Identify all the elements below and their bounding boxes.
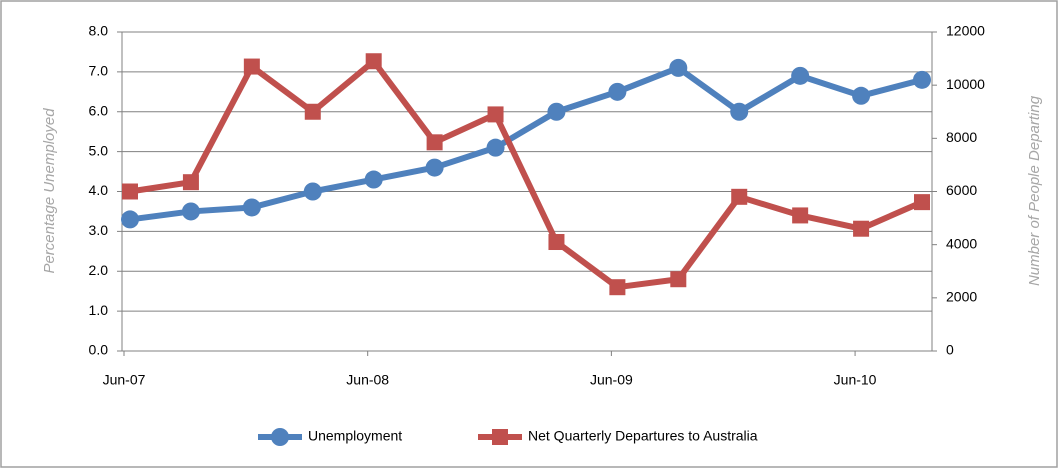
marker xyxy=(670,271,687,288)
marker xyxy=(730,102,749,121)
marker xyxy=(914,194,930,211)
x-tick-label: Jun-07 xyxy=(103,372,146,388)
marker xyxy=(609,279,626,296)
marker xyxy=(852,86,871,105)
y-tick-label: 2.0 xyxy=(89,262,109,278)
y2-tick-label: 12000 xyxy=(946,23,985,39)
marker xyxy=(487,106,504,123)
marker xyxy=(243,58,260,75)
legend-label: Net Quarterly Departures to Australia xyxy=(528,428,758,444)
marker xyxy=(181,202,200,221)
marker xyxy=(304,103,321,120)
y2-tick-label: 0 xyxy=(946,342,954,358)
marker xyxy=(492,429,508,445)
marker xyxy=(669,58,688,77)
marker xyxy=(548,234,565,251)
marker xyxy=(122,183,138,200)
marker xyxy=(547,102,566,121)
y2-tick-label: 6000 xyxy=(946,182,977,198)
y-tick-label: 4.0 xyxy=(89,182,109,198)
marker xyxy=(271,428,289,446)
x-tick-label: Jun-10 xyxy=(834,372,877,388)
marker xyxy=(913,70,931,89)
marker xyxy=(121,210,139,229)
y-axis-title: Percentage Unemployed xyxy=(41,108,58,274)
marker xyxy=(182,174,199,191)
marker xyxy=(791,66,810,85)
legend-label: Unemployment xyxy=(308,428,402,444)
marker xyxy=(425,158,444,177)
marker xyxy=(853,220,870,237)
y2-axis-title: Number of People Departing xyxy=(1026,95,1043,286)
y2-tick-label: 10000 xyxy=(946,76,985,92)
marker xyxy=(426,134,443,151)
marker xyxy=(303,182,322,201)
y2-tick-label: 8000 xyxy=(946,129,977,145)
y-tick-label: 1.0 xyxy=(89,302,109,318)
x-tick-label: Jun-09 xyxy=(590,372,633,388)
marker xyxy=(364,170,383,189)
marker xyxy=(486,138,505,157)
y-tick-label: 8.0 xyxy=(89,23,109,39)
y-tick-label: 5.0 xyxy=(89,142,109,158)
marker xyxy=(792,207,809,224)
series-line xyxy=(129,64,923,223)
y-tick-label: 7.0 xyxy=(89,63,109,79)
marker xyxy=(731,188,748,205)
x-tick-label: Jun-08 xyxy=(346,372,389,388)
y2-tick-label: 4000 xyxy=(946,235,977,251)
marker xyxy=(365,53,382,70)
y-tick-label: 6.0 xyxy=(89,102,109,118)
marker xyxy=(608,82,627,101)
y2-tick-label: 2000 xyxy=(946,289,977,305)
series-line xyxy=(129,58,924,291)
y-tick-label: 3.0 xyxy=(89,222,109,238)
marker xyxy=(242,198,261,217)
y-tick-label: 0.0 xyxy=(89,342,109,358)
